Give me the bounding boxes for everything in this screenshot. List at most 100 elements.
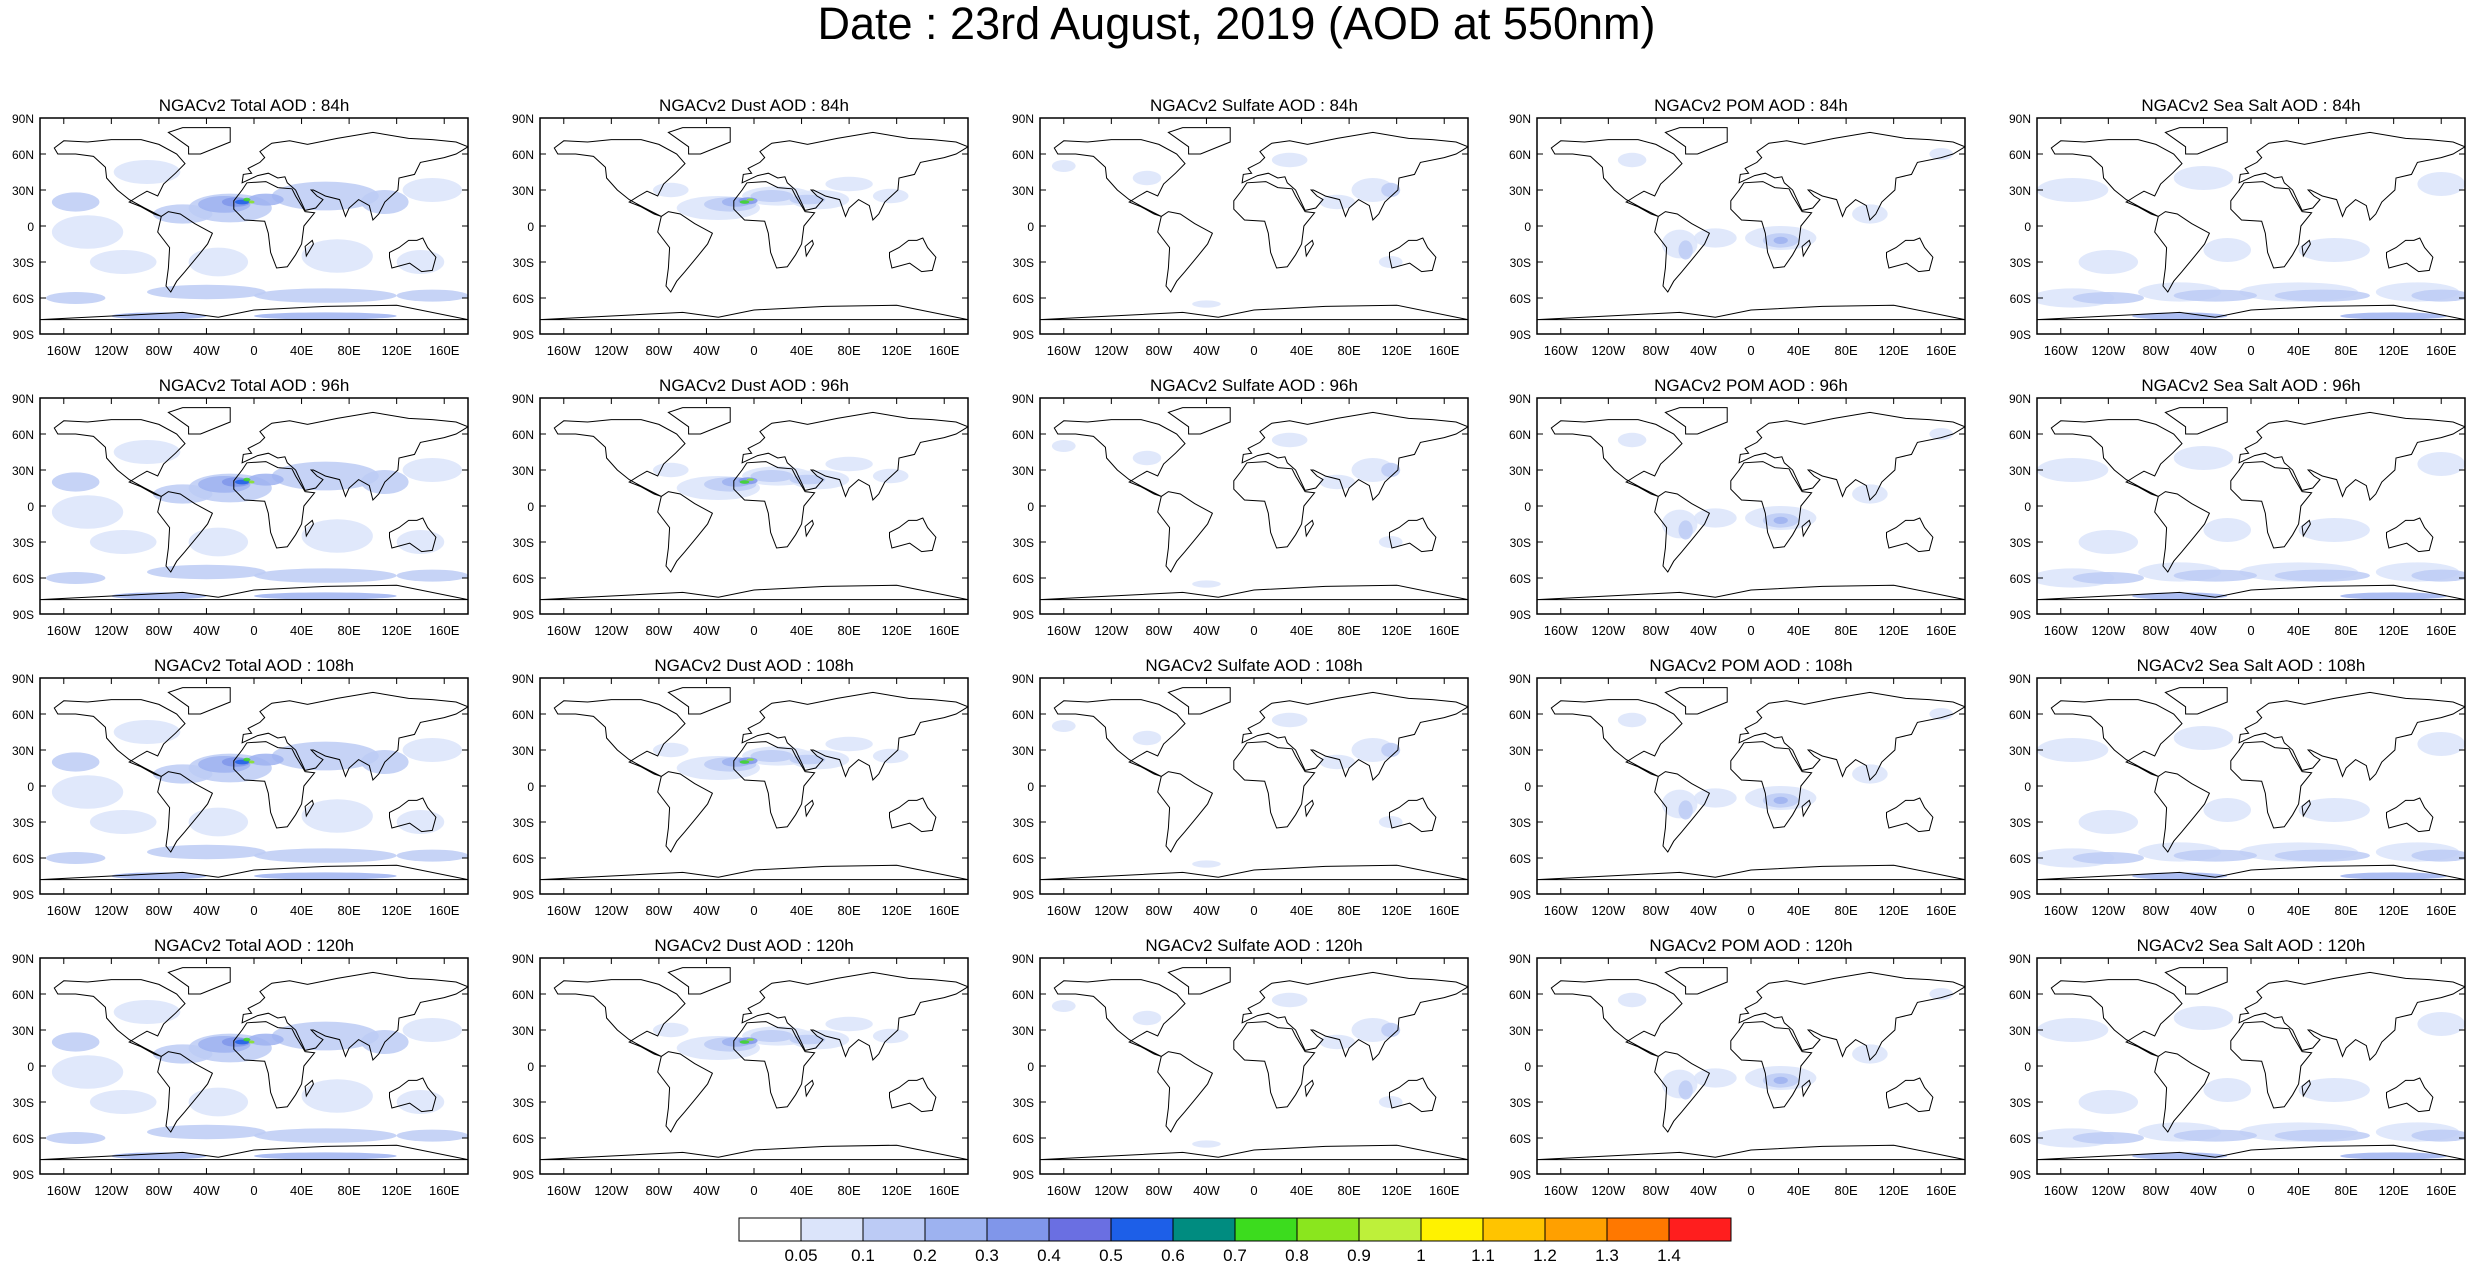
aod-patch bbox=[248, 1033, 284, 1046]
lat-label: 30S bbox=[1510, 256, 1531, 270]
lat-label: 30S bbox=[1013, 816, 1034, 830]
continent-outline bbox=[1664, 127, 1728, 155]
panel-title: NGACv2 Total AOD : 84h bbox=[159, 96, 350, 115]
aod-patch bbox=[301, 519, 373, 553]
panel-title: NGACv2 Total AOD : 108h bbox=[154, 656, 354, 675]
map-panel: NGACv2 Dust AOD : 120h 90N 60N 30N 0 30S 60S 90… bbox=[512, 936, 969, 1198]
lon-label: 80E bbox=[1835, 1183, 1858, 1198]
continent-outline bbox=[1053, 979, 1186, 1057]
lon-label: 40W bbox=[693, 623, 720, 638]
coastlines bbox=[540, 687, 968, 881]
aod-patch bbox=[1381, 1022, 1401, 1038]
lon-label: 120E bbox=[881, 1183, 912, 1198]
panel-title: NGACv2 Sea Salt AOD : 108h bbox=[2137, 656, 2366, 675]
aod-patch bbox=[147, 564, 266, 580]
lon-label: 40E bbox=[790, 1183, 813, 1198]
aod-patch bbox=[2274, 1129, 2370, 1142]
lon-label: 120W bbox=[1591, 623, 1626, 638]
continent-outline bbox=[241, 131, 468, 221]
aod-patch bbox=[1773, 516, 1788, 525]
map-frame bbox=[1039, 957, 1469, 1175]
aod-patch bbox=[825, 1016, 873, 1032]
map-frame bbox=[1536, 117, 1966, 335]
lon-label: 40W bbox=[193, 1183, 220, 1198]
lon-label: 40E bbox=[2287, 903, 2310, 918]
aod-field bbox=[1051, 432, 1403, 588]
lat-label: 0 bbox=[2024, 220, 2031, 234]
lat-label: 30S bbox=[13, 536, 34, 550]
continent-outline bbox=[540, 864, 968, 881]
aod-patch bbox=[1617, 152, 1647, 168]
aod-patch bbox=[51, 775, 124, 809]
aod-patch bbox=[652, 462, 689, 478]
lat-label: 30S bbox=[513, 536, 534, 550]
lat-label: 30N bbox=[2009, 744, 2031, 758]
continent-outline bbox=[1654, 1051, 1711, 1133]
aod-patch bbox=[2132, 592, 2228, 600]
lat-label: 30S bbox=[2010, 1096, 2031, 1110]
aod-patch bbox=[1929, 428, 1954, 440]
lat-label: 90S bbox=[2010, 888, 2031, 902]
lat-label: 60S bbox=[1013, 572, 1034, 586]
lon-label: 80E bbox=[338, 903, 361, 918]
lat-label: 90S bbox=[1013, 1168, 1034, 1182]
aod-patch bbox=[1929, 708, 1954, 720]
aod-patch bbox=[248, 193, 284, 206]
lat-label: 30N bbox=[1509, 464, 1531, 478]
lon-label: 80W bbox=[1146, 623, 1173, 638]
lon-label: 80W bbox=[1643, 1183, 1670, 1198]
lat-label: 90N bbox=[1012, 392, 1034, 406]
aod-field bbox=[652, 456, 909, 500]
continent-outline bbox=[2050, 419, 2183, 497]
aod-patch bbox=[2203, 1078, 2251, 1102]
aod-patch bbox=[147, 1124, 266, 1140]
lon-label: 0 bbox=[750, 903, 757, 918]
aod-patch bbox=[2173, 726, 2234, 750]
aod-patch bbox=[1929, 988, 1954, 1000]
lon-label: 160W bbox=[547, 623, 582, 638]
aod-patch bbox=[1351, 178, 1395, 202]
aod-patch bbox=[152, 764, 213, 784]
lon-label: 120E bbox=[2378, 343, 2409, 358]
aod-patch bbox=[147, 284, 266, 300]
continent-outline bbox=[1241, 411, 1468, 501]
map-panel: NGACv2 POM AOD : 84h 90N 60N 30N 0 30S 60S 90S 1… bbox=[1509, 96, 1966, 358]
lat-label: 60S bbox=[1013, 852, 1034, 866]
lon-label: 120E bbox=[2378, 1183, 2409, 1198]
map-frame bbox=[1536, 397, 1966, 615]
lat-label: 60S bbox=[513, 1132, 534, 1146]
aod-field bbox=[45, 720, 468, 880]
aod-patch bbox=[750, 750, 794, 762]
continent-outline bbox=[1738, 411, 1965, 501]
panel-title: NGACv2 Dust AOD : 96h bbox=[659, 376, 849, 395]
map-panel: NGACv2 POM AOD : 108h 90N 60N 30N 0 30S 60S 90S… bbox=[1509, 656, 1966, 918]
continent-outline bbox=[1304, 799, 1314, 818]
continent-outline bbox=[2301, 239, 2311, 258]
lon-label: 80W bbox=[2143, 623, 2170, 638]
lat-label: 90N bbox=[1509, 672, 1531, 686]
lat-label: 60N bbox=[1509, 988, 1531, 1002]
lat-label: 60N bbox=[2009, 428, 2031, 442]
lat-label: 30S bbox=[2010, 536, 2031, 550]
lat-label: 90N bbox=[512, 672, 534, 686]
aod-patch bbox=[1678, 1080, 1693, 1100]
lat-label: 30S bbox=[513, 1096, 534, 1110]
lon-label: 80W bbox=[1146, 1183, 1173, 1198]
aod-patch bbox=[51, 752, 100, 772]
lat-label: 0 bbox=[27, 500, 34, 514]
lon-label: 120W bbox=[1094, 343, 1129, 358]
lat-label: 90S bbox=[2010, 608, 2031, 622]
lon-label: 0 bbox=[2247, 623, 2254, 638]
continent-outline bbox=[1730, 461, 1813, 549]
continent-outline bbox=[304, 799, 314, 818]
lat-label: 60S bbox=[1510, 292, 1531, 306]
map-frame bbox=[1536, 957, 1966, 1175]
continent-outline bbox=[540, 1144, 968, 1161]
lon-label: 120W bbox=[594, 903, 629, 918]
coastlines bbox=[1537, 967, 1965, 1161]
lon-label: 160E bbox=[1926, 623, 1957, 638]
lon-label: 80E bbox=[838, 1183, 861, 1198]
continent-outline bbox=[657, 771, 714, 853]
aod-patch bbox=[1693, 228, 1737, 248]
coastlines bbox=[540, 127, 968, 321]
